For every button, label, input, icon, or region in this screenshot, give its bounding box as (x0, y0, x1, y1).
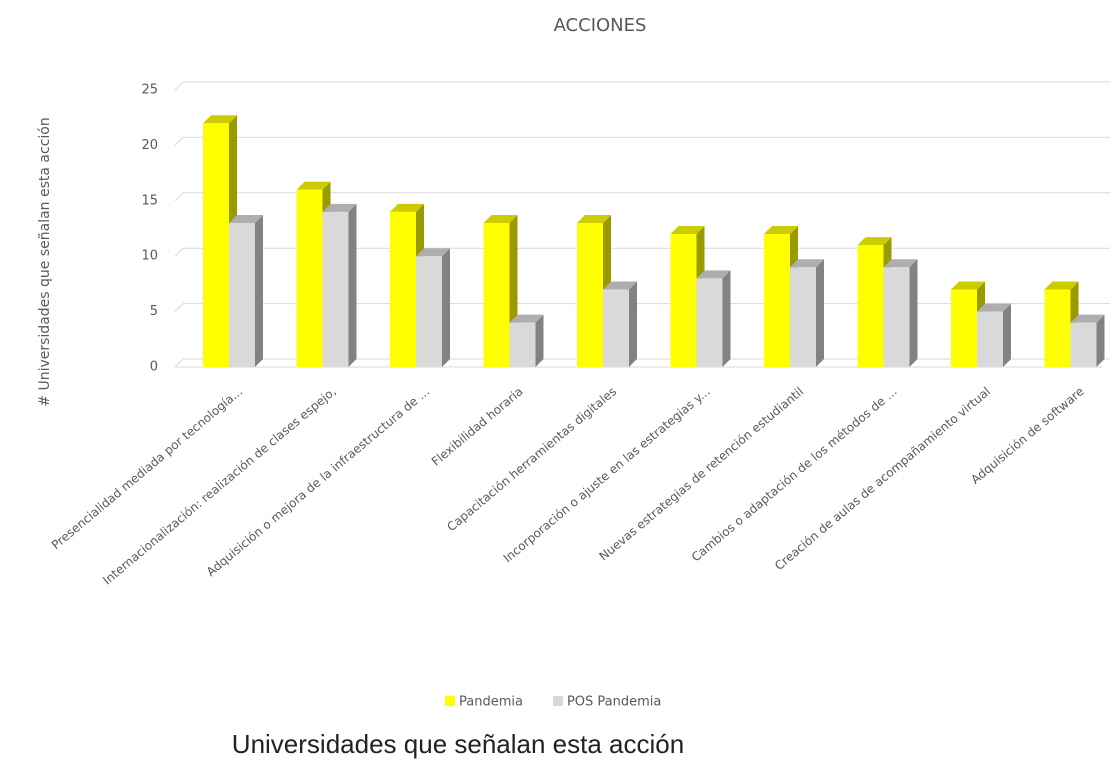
bar (203, 123, 229, 368)
bar-top (603, 281, 637, 290)
bar (1070, 322, 1097, 367)
grid-line-floor (174, 247, 184, 257)
y-tick-label: 0 (150, 360, 158, 375)
bar (696, 278, 723, 367)
bar-top (509, 314, 544, 323)
bar-side (1003, 303, 1011, 367)
grid-line-floor (174, 303, 184, 312)
grid-line-floor (174, 358, 184, 368)
x-tick-label: Incorporación o ajuste en las estrategia… (501, 384, 713, 565)
bar (229, 222, 255, 367)
bar-side (909, 259, 918, 367)
bar-side (1096, 314, 1105, 367)
bar (883, 267, 910, 367)
bar-top (390, 203, 424, 212)
chart-title: ACCIONES (554, 15, 647, 36)
bar-top (883, 259, 918, 268)
legend-swatch (552, 696, 563, 706)
bar-top (857, 237, 892, 246)
x-tick-label: Cambios o adaptación de los métodos de .… (689, 384, 900, 564)
bar-side (442, 248, 450, 367)
bar-top (670, 226, 705, 235)
x-tick-label: Nuevas estrategias de retención estudian… (596, 384, 806, 563)
legend-label: Pandemia (459, 695, 523, 710)
bar (951, 289, 977, 367)
grid-line-floor (174, 81, 184, 91)
bar-top (1044, 281, 1079, 290)
bar-side (255, 214, 263, 367)
bar (390, 211, 416, 367)
bar-top (322, 203, 357, 212)
bar-top (483, 214, 518, 223)
grid-line-floor (174, 192, 184, 202)
bar (1044, 289, 1071, 367)
bar-side (816, 259, 824, 367)
bar-top (696, 270, 731, 279)
bar-top (416, 248, 450, 257)
x-tick-label: Creación de aulas de acompañamiento virt… (772, 384, 993, 573)
bar-top (296, 181, 331, 190)
y-tick-label: 25 (141, 83, 158, 98)
bar (416, 256, 442, 367)
bar-side (535, 314, 544, 367)
bar (670, 234, 697, 367)
bar-top (1070, 314, 1105, 323)
x-tick-label: Capacitación herramientas digitales (444, 384, 619, 534)
bar-top (229, 214, 263, 223)
bar-side (629, 281, 637, 367)
x-tick-label: Flexibilidad horaria (429, 384, 526, 468)
bar-top (203, 115, 237, 124)
bar (296, 189, 323, 367)
y-tick-label: 5 (150, 304, 158, 319)
caption: Universidades que señalan esta acción (232, 729, 684, 759)
bar-top (977, 303, 1011, 312)
grid-line-floor (174, 137, 184, 146)
y-tick-label: 20 (141, 138, 158, 153)
legend-swatch (445, 696, 455, 706)
x-tick-label: Adquisición o mejora de la infraestructu… (204, 384, 432, 579)
bar-top (790, 259, 824, 268)
bar-side (348, 203, 357, 367)
bar (577, 222, 603, 367)
bar (764, 234, 790, 367)
bar (509, 322, 536, 367)
legend-label: POS Pandemia (567, 695, 661, 710)
y-tick-label: 15 (141, 193, 158, 208)
bar (603, 289, 629, 367)
x-tick-label: Presencialidad mediada por tecnología... (49, 384, 245, 552)
y-axis-label: # Universidades que señalan esta acción (37, 117, 53, 406)
bar-top (764, 226, 798, 235)
bar (790, 267, 816, 367)
bar-top (951, 281, 985, 290)
bar-top (577, 214, 611, 223)
bar-side (722, 270, 731, 367)
bar (857, 245, 884, 367)
bar (977, 311, 1003, 367)
bar (483, 222, 510, 367)
y-tick-label: 10 (141, 249, 158, 264)
bar (322, 211, 349, 367)
